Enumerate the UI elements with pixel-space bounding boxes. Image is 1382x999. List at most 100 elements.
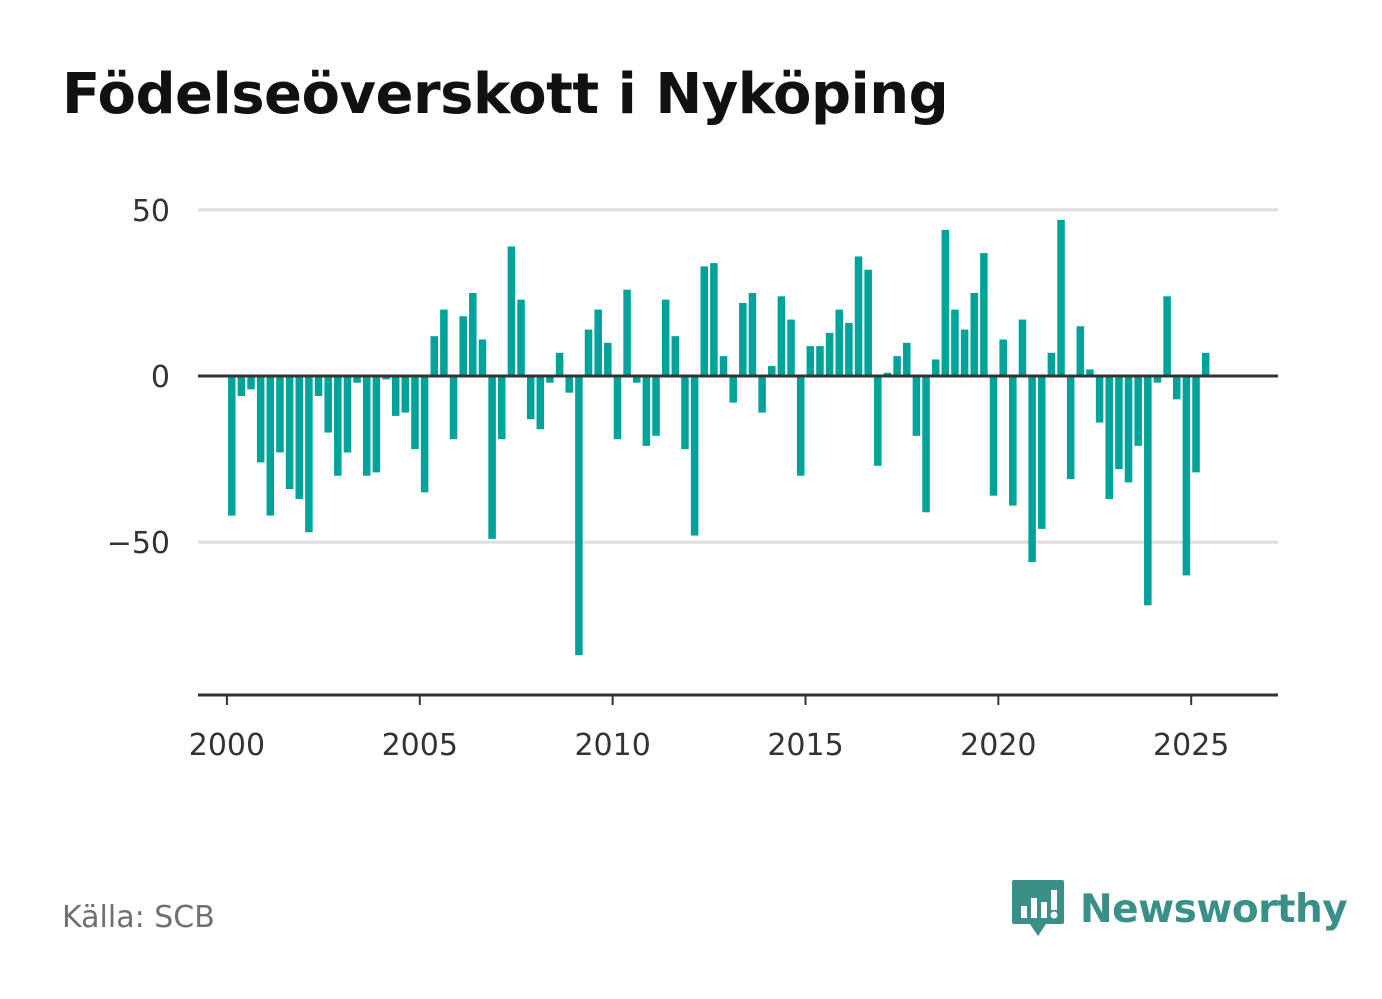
bar xyxy=(1037,376,1046,529)
bar xyxy=(459,316,467,377)
bar xyxy=(1144,376,1152,606)
y-axis-labels: 50 0 −50 xyxy=(107,194,170,561)
bar xyxy=(517,299,525,377)
bar xyxy=(1172,376,1181,400)
bar xyxy=(623,289,631,377)
x-axis-ticks: 2000 2005 2010 2015 2020 2025 xyxy=(189,695,1229,763)
bar xyxy=(739,302,747,377)
bar xyxy=(671,336,680,377)
bar xyxy=(980,253,988,377)
bar xyxy=(1163,296,1171,377)
x-tick-label: 2025 xyxy=(1153,728,1229,763)
bar xyxy=(1192,376,1200,473)
bar xyxy=(816,346,824,377)
y-tick-label: 50 xyxy=(132,194,170,229)
newsworthy-logo-icon xyxy=(1012,880,1064,936)
bar xyxy=(960,329,969,377)
bar xyxy=(796,376,805,476)
bar xyxy=(382,376,390,380)
bar xyxy=(912,376,921,436)
bar xyxy=(989,376,998,496)
bar xyxy=(893,356,901,377)
bar xyxy=(748,292,757,377)
bar xyxy=(729,376,737,403)
bar xyxy=(758,376,766,413)
bar xyxy=(440,309,448,377)
bar xyxy=(430,336,439,377)
y-tick-label: −50 xyxy=(107,526,170,561)
bar xyxy=(1095,376,1104,423)
bar xyxy=(1009,376,1017,506)
bar xyxy=(353,376,361,383)
x-tick-label: 2020 xyxy=(960,728,1036,763)
bar xyxy=(777,296,786,377)
bar xyxy=(835,309,844,377)
bar xyxy=(526,376,535,420)
bar xyxy=(874,376,882,466)
bar xyxy=(806,346,815,377)
bar xyxy=(931,359,940,377)
bar xyxy=(710,263,718,377)
bar xyxy=(845,322,853,377)
bar xyxy=(324,376,332,433)
bar xyxy=(362,376,371,476)
bar xyxy=(449,376,458,440)
bar xyxy=(594,309,602,377)
bar xyxy=(372,376,381,473)
bar xyxy=(276,376,284,453)
bar xyxy=(719,356,728,377)
x-tick-label: 2000 xyxy=(189,728,265,763)
bar xyxy=(1124,376,1133,483)
bar xyxy=(970,292,979,377)
bar xyxy=(652,376,660,436)
bar xyxy=(1182,376,1191,576)
bar xyxy=(401,376,410,413)
bar xyxy=(555,352,564,377)
bar xyxy=(1047,352,1056,377)
bar xyxy=(1028,376,1036,563)
bar xyxy=(295,376,304,499)
bar xyxy=(266,376,275,516)
bars xyxy=(227,219,1210,656)
bar xyxy=(864,269,872,377)
bar xyxy=(343,376,352,453)
bar xyxy=(941,229,950,377)
bar xyxy=(488,376,496,539)
source-label: Källa: SCB xyxy=(62,900,215,935)
bar xyxy=(507,246,516,377)
x-tick-label: 2010 xyxy=(574,728,650,763)
bar xyxy=(497,376,506,440)
brand-name: Newsworthy xyxy=(1080,886,1348,932)
bar xyxy=(642,376,651,446)
bar xyxy=(1086,369,1094,377)
bar xyxy=(825,332,834,377)
bar xyxy=(305,376,313,533)
gridlines xyxy=(198,208,1278,544)
bar xyxy=(536,376,545,430)
bar xyxy=(565,376,574,393)
brand-logo[interactable]: Newsworthy xyxy=(1010,878,1348,940)
bar xyxy=(1066,376,1075,480)
bar xyxy=(1076,326,1085,377)
bar xyxy=(1115,376,1123,470)
bar xyxy=(1018,319,1027,377)
bar xyxy=(237,376,246,396)
bar xyxy=(902,342,911,377)
bar xyxy=(478,339,487,377)
bar xyxy=(411,376,419,450)
bar xyxy=(922,376,930,513)
bar xyxy=(469,292,477,377)
x-tick-label: 2005 xyxy=(382,728,458,763)
bar xyxy=(681,376,689,450)
bar xyxy=(951,309,959,377)
bar xyxy=(883,372,892,377)
bar xyxy=(247,376,255,390)
bar xyxy=(604,342,612,377)
bar xyxy=(854,256,863,377)
bar xyxy=(584,329,593,377)
bar xyxy=(661,299,670,377)
bar xyxy=(632,376,641,383)
bar xyxy=(227,376,236,516)
bar xyxy=(285,376,294,490)
bar xyxy=(256,376,265,463)
